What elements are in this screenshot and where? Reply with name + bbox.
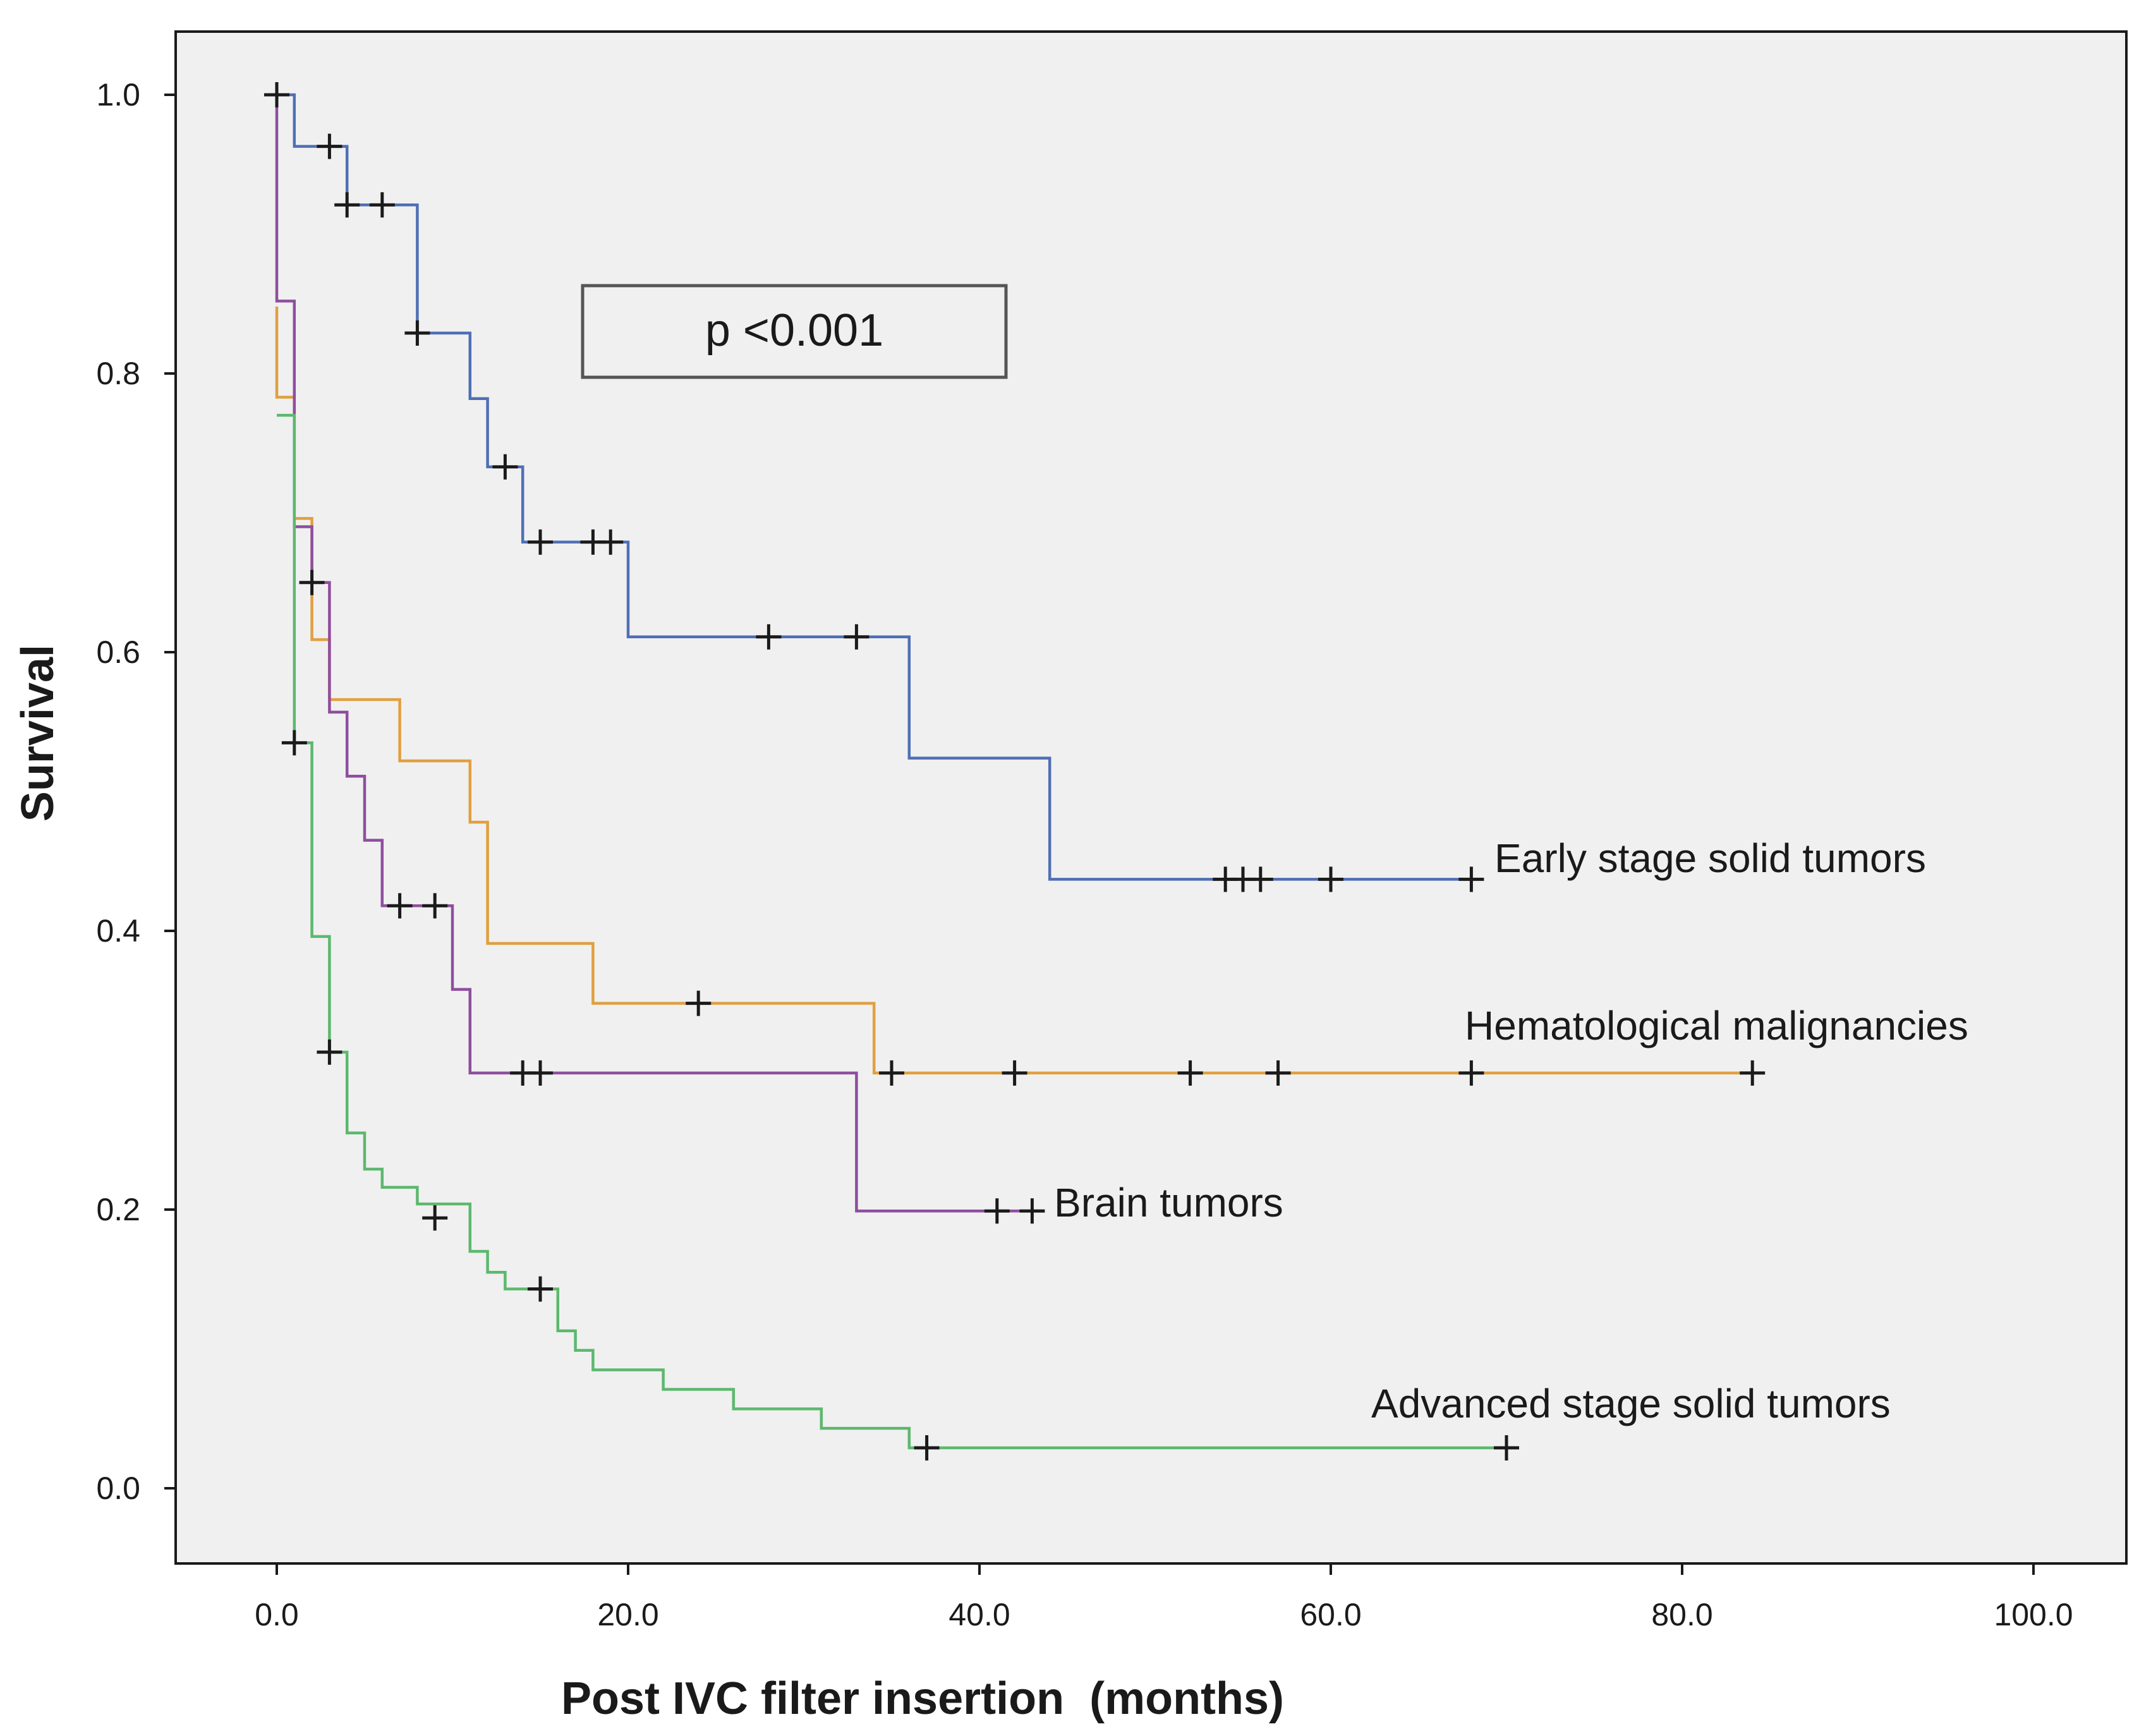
series-line-early-stage [277,93,1472,881]
censor-mark-advanced-stage [1494,1435,1519,1461]
series-label-advanced-stage: Advanced stage solid tumors [1371,1381,1891,1426]
series-line-advanced-stage [277,413,1506,1450]
censor-mark-advanced-stage [914,1435,940,1461]
censor-mark-brain [528,1060,553,1086]
x-tick-label: 0.0 [255,1597,299,1632]
y-tick-label: 0.8 [96,356,140,391]
censor-mark-brain [387,893,413,919]
censor-mark-advanced-stage [281,730,307,756]
censor-mark-early-stage [844,624,870,650]
censor-mark-brain [422,893,448,919]
axes: 0.0 20.0 40.0 60.0 80.0 100.0 0.0 0.2 0.4 0.6 0.8 1… [96,77,2073,1632]
series-labels: Early stage solid tumors Hematological m… [1054,835,1968,1426]
plot-area [174,30,2128,1565]
series-label-hematological: Hematological malignancies [1465,1003,1968,1048]
censor-mark-brain [1019,1198,1045,1224]
p-value-text: p <0.001 [705,305,883,356]
x-tick-label: 100.0 [1994,1597,2073,1632]
censor-mark-hematological [1740,1060,1766,1086]
x-tick-label: 20.0 [597,1597,658,1632]
y-tick-label: 0.4 [96,913,140,949]
p-value-annotation: p <0.001 [581,284,1008,379]
censor-mark-brain [984,1198,1010,1224]
censor-mark-early-stage [404,320,430,346]
series-label-early-stage: Early stage solid tumors [1494,835,1926,881]
censor-mark-early-stage [1458,866,1484,892]
series-label-brain: Brain tumors [1054,1180,1283,1225]
y-axis-title: Survival [13,645,63,822]
censor-mark-hematological [1177,1060,1203,1086]
censor-mark-early-stage [528,529,553,555]
censor-mark-early-stage [492,454,518,480]
censor-mark-early-stage [598,529,624,555]
censor-mark-early-stage [264,82,289,107]
y-tick-label: 0.0 [96,1471,140,1506]
p-value-box [581,284,1008,379]
y-tick-label: 0.2 [96,1192,140,1227]
censor-mark-advanced-stage [317,1039,342,1065]
censor-mark-early-stage [1247,866,1273,892]
censor-mark-hematological [686,990,712,1016]
censor-mark-advanced-stage [528,1276,553,1302]
censor-mark-hematological [1265,1060,1291,1086]
x-axis-title: Post IVC filter insertion (months) [561,1673,1284,1724]
censor-mark-early-stage [317,133,342,159]
censor-mark-hematological [879,1060,904,1086]
censor-mark-brain [299,569,325,595]
censor-mark-early-stage [756,624,782,650]
y-tick-label: 1.0 [96,77,140,112]
censor-mark-hematological [1002,1060,1027,1086]
censor-layer [264,82,1766,1461]
censor-mark-hematological [1458,1060,1484,1086]
x-tick-label: 80.0 [1651,1597,1712,1632]
y-tick-label: 0.6 [96,634,140,670]
censor-mark-early-stage [334,192,360,218]
x-tick-label: 60.0 [1300,1597,1361,1632]
censor-mark-early-stage [1318,866,1343,892]
series-line-brain [275,95,1033,1213]
x-tick-label: 40.0 [948,1597,1010,1632]
censor-mark-advanced-stage [422,1205,448,1231]
series-layer [275,93,1753,1450]
censor-mark-early-stage [369,192,395,218]
